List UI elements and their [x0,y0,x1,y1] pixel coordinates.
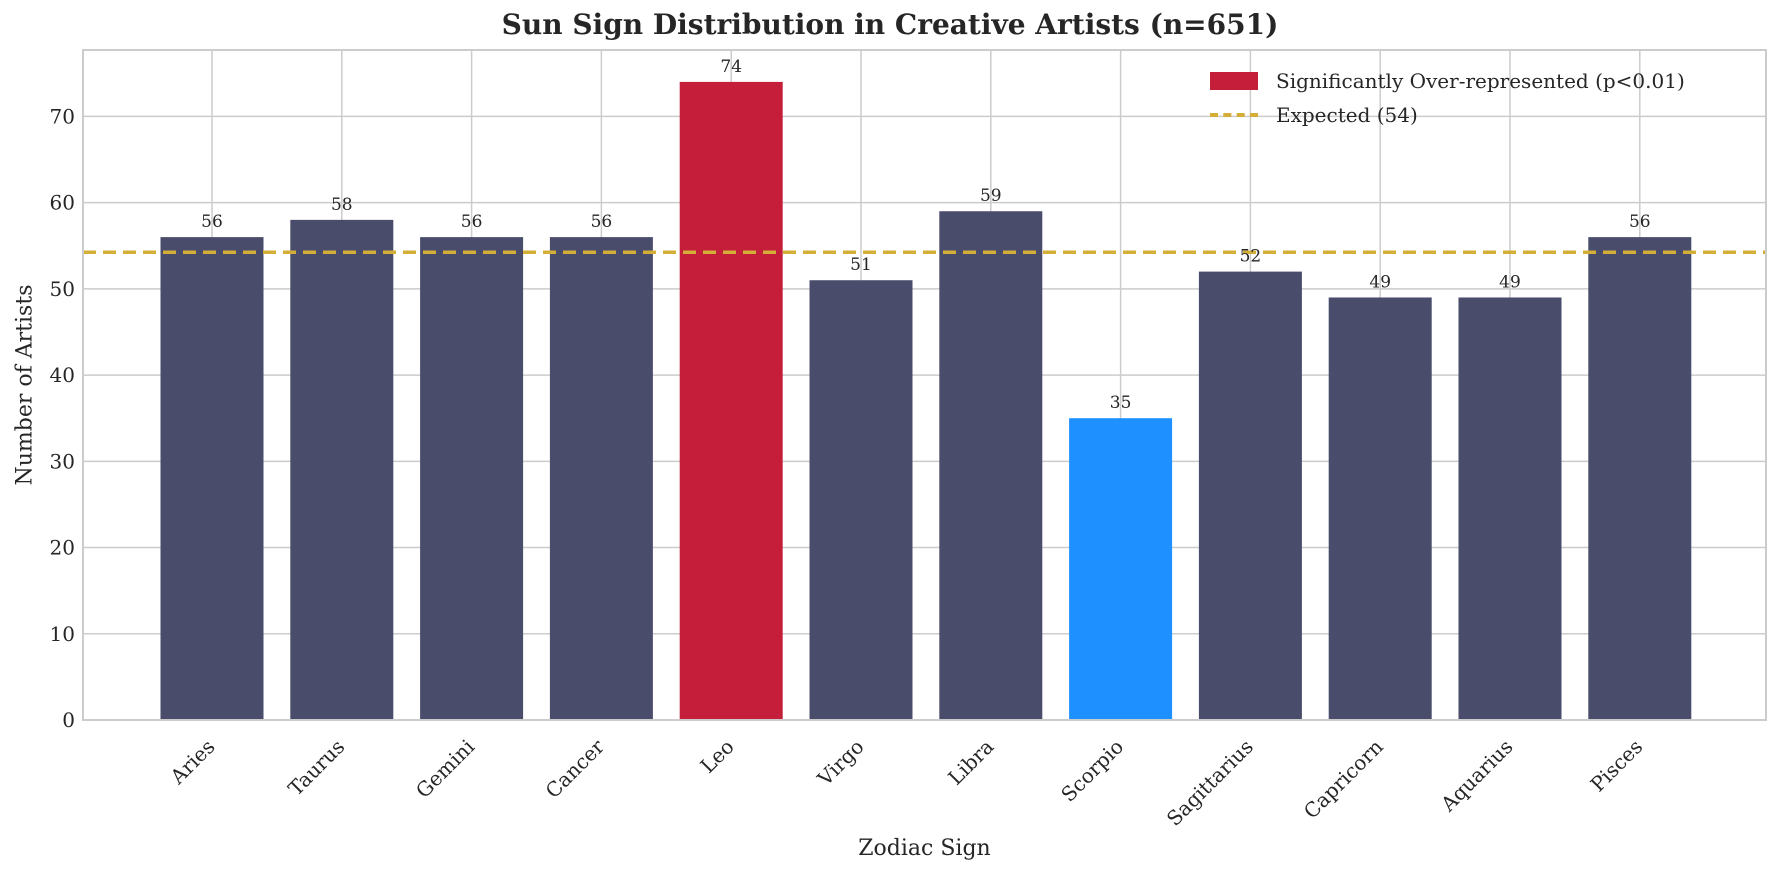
legend: Significantly Over-represented (p<0.01) … [1210,64,1685,132]
y-tick-label: 50 [50,277,75,301]
data-labels: 56 58 56 56 74 51 59 35 52 49 49 56 [201,57,1650,413]
y-tick-label: 30 [50,449,75,473]
legend-label: Expected (54) [1276,103,1418,127]
chart-title: Sun Sign Distribution in Creative Artist… [501,8,1279,41]
x-axis-ticks: Aries Taurus Gemini Cancer Leo Virgo Libra Scor… [165,734,1648,830]
x-tick-label: Taurus [283,735,349,801]
bar-value-label: 51 [850,255,872,275]
x-tick-label: Libra [943,735,998,790]
y-tick-label: 60 [50,191,75,215]
y-tick-label: 10 [50,622,75,646]
bar-value-label: 49 [1369,272,1391,292]
legend-entry-over: Significantly Over-represented (p<0.01) [1210,64,1685,98]
y-tick-label: 40 [50,363,75,387]
bar-libra [939,211,1043,720]
bar-value-label: 58 [331,195,353,215]
bar-value-label: 74 [720,57,742,77]
bar-value-label: 56 [201,212,223,232]
x-tick-label: Aries [165,735,220,790]
x-tick-label: Gemini [411,735,479,803]
x-tick-label: Sagittarius [1162,735,1258,831]
bar-aquarius [1458,297,1562,720]
y-axis-ticks: 0 10 20 30 40 50 60 70 [50,104,75,732]
y-tick-label: 20 [50,536,75,560]
bar-value-label: 49 [1499,272,1521,292]
bar-scorpio [1069,418,1173,720]
plot-frame [82,49,1767,721]
bar-taurus [290,219,394,720]
x-tick-label: Pisces [1586,735,1648,797]
bar-leo [679,81,783,720]
y-tick-label: 70 [50,104,75,128]
y-axis-label: Number of Artists [12,284,38,486]
x-axis-label: Zodiac Sign [858,836,991,861]
bar-value-label: 52 [1240,247,1262,267]
bar-value-label: 35 [1110,393,1132,413]
legend-swatch-red [1210,72,1258,90]
legend-label: Significantly Over-represented (p<0.01) [1276,69,1685,93]
x-tick-label: Cancer [541,734,610,803]
bar-value-label: 59 [980,186,1002,206]
bar-pisces [1588,237,1692,720]
bar-aries [160,237,264,720]
bar-value-label: 56 [1629,212,1651,232]
x-tick-label: Aquarius [1435,735,1517,817]
legend-dashed-line [1210,113,1258,117]
bar-sagittarius [1198,271,1302,720]
bar-value-label: 56 [591,212,613,232]
bar-gemini [420,237,524,720]
bar-cancer [549,237,653,720]
x-tick-label: Capricorn [1299,734,1388,823]
y-tick-label: 0 [62,708,75,732]
x-tick-label: Virgo [812,735,869,792]
bar-value-label: 56 [461,212,483,232]
bar-virgo [809,280,913,720]
bars [160,81,1692,720]
x-tick-label: Scorpio [1056,735,1128,807]
bar-capricorn [1328,297,1432,720]
legend-entry-expected: Expected (54) [1210,98,1685,132]
x-tick-label: Leo [695,735,738,778]
